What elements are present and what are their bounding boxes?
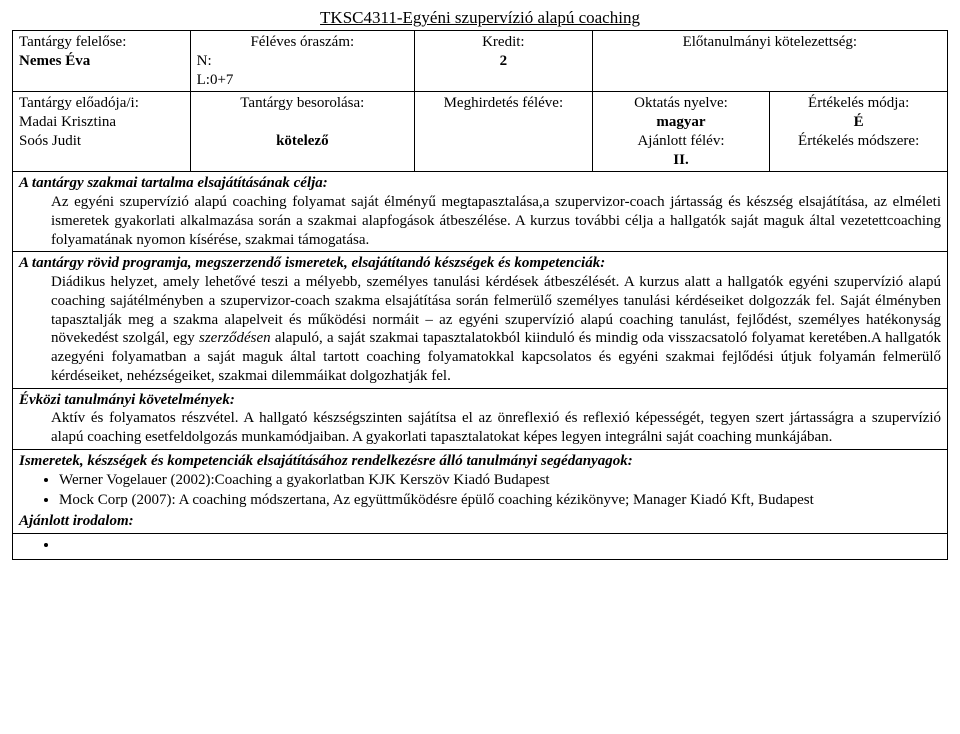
value-hours-l: L:0+7 — [197, 71, 408, 90]
cell-requirements: Évközi tanulmányi követelmények: Aktív é… — [13, 388, 948, 449]
label-classification: Tantárgy besorolása: — [197, 94, 408, 113]
heading-program: A tantárgy rövid programja, megszerzendő… — [19, 254, 941, 273]
cell-evaluation: Értékelés módja: É Értékelés módszere: — [770, 92, 948, 172]
label-lecturer: Tantárgy előadója/i: — [19, 94, 184, 113]
cell-lecturer: Tantárgy előadója/i: Madai Krisztina Soó… — [13, 92, 191, 172]
materials-list: Werner Vogelauer (2002):Coaching a gyako… — [19, 471, 941, 513]
text-content-objective: Az egyéni szupervízió alapú coaching fol… — [19, 193, 941, 249]
value-classification: kötelező — [197, 132, 408, 151]
text-program: Diádikus helyzet, amely lehetővé teszi a… — [19, 273, 941, 386]
value-hours-n: N: — [197, 52, 408, 71]
recommended-list — [19, 536, 941, 557]
value-credit: 2 — [421, 52, 586, 71]
value-responsible: Nemes Éva — [19, 53, 90, 69]
row-content-objective: A tantárgy szakmai tartalma elsajátításá… — [13, 172, 948, 252]
cell-language-recsem: Oktatás nyelve: magyar Ajánlott félév: I… — [592, 92, 770, 172]
cell-credit: Kredit: 2 — [415, 31, 593, 92]
cell-content-objective: A tantárgy szakmai tartalma elsajátításá… — [13, 172, 948, 252]
value-lecturer-1: Madai Krisztina — [19, 113, 184, 132]
cell-responsible: Tantárgy felelőse: Nemes Éva — [13, 31, 191, 92]
list-item: Mock Corp (2007): A coaching módszertana… — [59, 491, 941, 512]
header-row-2: Tantárgy előadója/i: Madai Krisztina Soó… — [13, 92, 948, 172]
value-language: magyar — [599, 113, 764, 132]
label-responsible: Tantárgy felelőse: — [19, 34, 126, 50]
list-item — [59, 536, 941, 557]
heading-content-objective: A tantárgy szakmai tartalma elsajátításá… — [19, 174, 941, 193]
cell-hours: Féléves óraszám: N: L:0+7 — [190, 31, 414, 92]
cell-classification: Tantárgy besorolása: kötelező — [190, 92, 414, 172]
course-table: Tantárgy felelőse: Nemes Éva Féléves óra… — [12, 30, 948, 560]
label-language: Oktatás nyelve: — [599, 94, 764, 113]
cell-prereq: Előtanulmányi kötelezettség: — [592, 31, 947, 92]
course-title: TKSC4311-Egyéni szupervízió alapú coachi… — [12, 8, 948, 28]
label-eval-method: Értékelés módszere: — [776, 132, 941, 151]
label-credit: Kredit: — [421, 33, 586, 52]
value-lecturer-2: Soós Judit — [19, 132, 184, 151]
cell-semester-announced: Meghirdetés féléve: — [415, 92, 593, 172]
label-semester-announced: Meghirdetés féléve: — [421, 94, 586, 113]
row-requirements: Évközi tanulmányi követelmények: Aktív é… — [13, 388, 948, 449]
list-item: Werner Vogelauer (2002):Coaching a gyako… — [59, 471, 941, 492]
row-materials: Ismeretek, készségek és kompetenciák els… — [13, 449, 948, 533]
cell-program: A tantárgy rövid programja, megszerzendő… — [13, 252, 948, 388]
cell-materials: Ismeretek, készségek és kompetenciák els… — [13, 449, 948, 533]
heading-materials-italic: Ismeretek, készségek és kompetenciák els… — [19, 453, 633, 469]
label-prereq: Előtanulmányi kötelezettség: — [683, 34, 858, 50]
heading-recommended: Ajánlott irodalom: — [19, 512, 941, 531]
header-row-1: Tantárgy felelőse: Nemes Éva Féléves óra… — [13, 31, 948, 92]
heading-materials: Ismeretek, készségek és kompetenciák els… — [19, 452, 941, 471]
value-eval-mode: É — [776, 113, 941, 132]
row-program: A tantárgy rövid programja, megszerzendő… — [13, 252, 948, 388]
label-recommended-sem: Ajánlott félév: — [599, 132, 764, 151]
label-hours: Féléves óraszám: — [197, 33, 408, 52]
row-recommended — [13, 533, 948, 559]
heading-requirements: Évközi tanulmányi követelmények: — [19, 391, 941, 410]
label-eval-mode: Értékelés módja: — [776, 94, 941, 113]
text-requirements: Aktív és folyamatos részvétel. A hallgat… — [19, 409, 941, 447]
value-recommended-sem: II. — [599, 151, 764, 170]
cell-recommended — [13, 533, 948, 559]
